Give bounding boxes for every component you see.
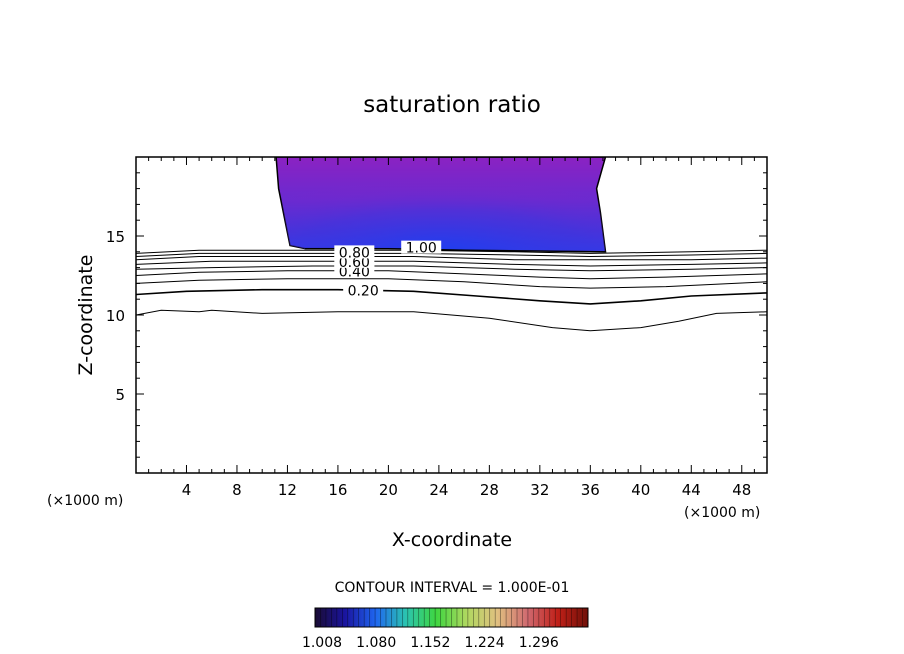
contour-label-background <box>334 245 375 259</box>
x-tick-label: 44 <box>682 481 701 499</box>
contour-label-background <box>343 283 384 297</box>
contour-line <box>136 265 767 272</box>
x-axis-label: X-coordinate <box>392 529 512 551</box>
y-tick-labels: 5 10 15 <box>106 228 125 404</box>
x-tick-labels: 4 8 12 16 20 24 28 32 36 40 44 48 <box>182 481 752 499</box>
x-tick-label: 12 <box>278 481 297 499</box>
x-tick-label: 40 <box>631 481 650 499</box>
contour-label: 0.40 <box>339 264 370 280</box>
axis-ticks <box>136 157 767 473</box>
z-unit-label: (×1000 m) <box>47 493 123 509</box>
contour-label: 0.20 <box>348 283 379 299</box>
contour-line <box>136 249 767 254</box>
z-tick-label: 10 <box>106 307 125 325</box>
colorbar-tick-labels: 1.008 1.080 1.152 1.224 1.296 <box>302 635 559 651</box>
colorbar-segments <box>320 608 583 627</box>
colorbar-tick-label: 1.008 <box>302 635 342 651</box>
contour-label: 0.80 <box>339 245 370 261</box>
chart-title: saturation ratio <box>363 92 541 118</box>
x-tick-label: 20 <box>379 481 398 499</box>
contour-label: 1.00 <box>406 241 437 257</box>
colorbar-tick-label: 1.224 <box>465 635 505 651</box>
colorbar-tick-label: 1.296 <box>519 635 559 651</box>
z-tick-label: 5 <box>115 386 125 404</box>
contour-label: 0.60 <box>339 255 370 271</box>
x-tick-label: 32 <box>530 481 549 499</box>
contour-line <box>136 252 767 258</box>
x-tick-label: 28 <box>480 481 499 499</box>
x-unit-label: (×1000 m) <box>684 505 760 521</box>
supersaturated-core <box>276 157 606 252</box>
colorbar: 1.008 1.080 1.152 1.224 1.296 <box>302 607 589 651</box>
plot-area: 0.20 0.400.600.80 1.00 <box>135 156 768 474</box>
contour-label-background <box>401 240 442 254</box>
x-tick-label: 8 <box>232 481 242 499</box>
contour-line <box>136 260 767 267</box>
contour-lines <box>136 247 767 332</box>
colorbar-tick-label: 1.080 <box>356 635 396 651</box>
contour-line <box>136 309 767 332</box>
contour-line <box>136 270 767 280</box>
contour-interval-text: CONTOUR INTERVAL = 1.000E-01 <box>335 580 570 596</box>
contour-line <box>136 288 767 305</box>
z-tick-label: 15 <box>106 228 125 246</box>
x-tick-label: 24 <box>429 481 448 499</box>
contour-labels: 0.20 0.400.600.80 1.00 <box>334 240 442 299</box>
x-tick-label: 4 <box>182 481 192 499</box>
x-tick-label: 36 <box>581 481 600 499</box>
x-tick-label: 16 <box>328 481 347 499</box>
contour-line <box>136 278 767 289</box>
x-tick-label: 48 <box>732 481 751 499</box>
contour-line <box>136 256 767 261</box>
y-axis-label: Z-coordinate <box>75 255 97 376</box>
colorbar-tick-label: 1.152 <box>410 635 450 651</box>
